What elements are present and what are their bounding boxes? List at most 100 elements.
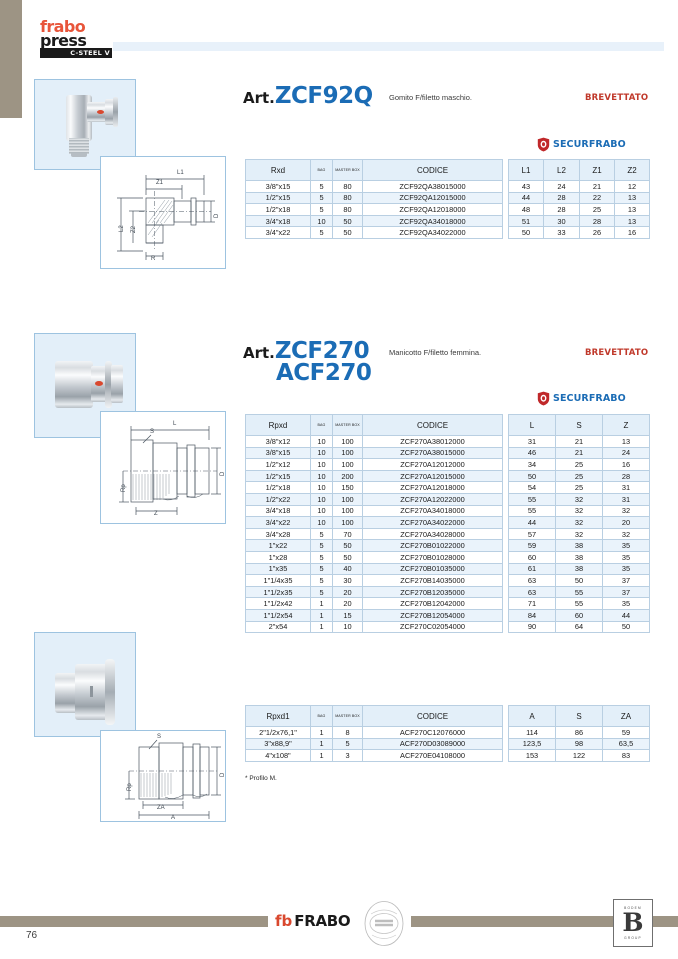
table-cell: 32 bbox=[555, 516, 603, 529]
art-code-zcf92q: ZCF92Q bbox=[274, 83, 373, 109]
table-cell: 25 bbox=[555, 458, 603, 471]
table-cell: 1 bbox=[310, 620, 333, 634]
dim-label-z2: Z2 bbox=[131, 225, 137, 233]
table-cell: 44 bbox=[508, 191, 544, 205]
header-rule bbox=[113, 42, 664, 51]
bgroup-letter: B bbox=[622, 908, 644, 937]
table-cell: 2"1/2x76,1" bbox=[245, 726, 311, 739]
table-cell: 100 bbox=[332, 446, 363, 460]
table-body-2: 3/8"x12 10 100 ZCF270A38012000 31 21 13 3/8"x15… bbox=[245, 435, 650, 634]
table-cell: 10 bbox=[310, 516, 333, 529]
table-cell: 1 bbox=[310, 737, 333, 751]
table-row: 3"x88,9" 1 5 ACF270D03089000 123,5 98 63,5 bbox=[245, 737, 650, 751]
table-cell: ZCF270B01022000 bbox=[362, 539, 503, 552]
dim-label-l: L bbox=[173, 421, 177, 427]
table-body-3: 2"1/2x76,1" 1 8 ACF270C12076000 114 86 59 3"x88… bbox=[245, 726, 650, 762]
table-cell: 50 bbox=[508, 469, 556, 483]
col-header-s: S bbox=[555, 705, 603, 727]
table-row: 1/2"x12 10 100 ZCF270A12012000 34 25 16 bbox=[245, 458, 650, 471]
table-cell: ZCF270A34018000 bbox=[362, 504, 503, 518]
table-row: 3/8"x15 5 80 ZCF92QA38015000 43 24 21 12 bbox=[245, 180, 650, 193]
col-header-codice: CODICE bbox=[362, 705, 503, 727]
table-cell: 2"x54 bbox=[245, 620, 311, 634]
table-cell: 1/2"x15 bbox=[245, 191, 311, 205]
dim-label-s: S bbox=[150, 429, 155, 435]
table-cell: 28 bbox=[602, 469, 650, 483]
table-cell: 10 bbox=[310, 435, 333, 448]
table-cell: 5 bbox=[310, 585, 333, 599]
table-cell: 38 bbox=[555, 539, 603, 552]
table-row: 1/2"x18 5 80 ZCF92QA12018000 48 28 25 13 bbox=[245, 203, 650, 216]
table-cell: 32 bbox=[555, 527, 603, 541]
art-code-zcf270: ZCF270 bbox=[274, 338, 370, 364]
table-cell: ZCF92QA34018000 bbox=[362, 214, 503, 228]
table-cell: 98 bbox=[555, 737, 603, 751]
art-prefix-2: Art. bbox=[243, 344, 275, 362]
table-cell: 100 bbox=[332, 435, 363, 448]
table-row: 1/2"x15 5 80 ZCF92QA12015000 44 28 22 13 bbox=[245, 191, 650, 205]
table-cell: 1 bbox=[310, 749, 333, 762]
bodem-group-logo: BODEM B GROUP bbox=[613, 899, 653, 947]
dim-label-a: A bbox=[171, 815, 176, 821]
table-cell: ZCF270A34022000 bbox=[362, 516, 503, 529]
table-cell: ZCF270B01028000 bbox=[362, 550, 503, 564]
table-cell: 38 bbox=[555, 562, 603, 576]
dim-label-d: D bbox=[220, 772, 226, 777]
table-cell: ZCF270A38015000 bbox=[362, 446, 503, 460]
table-cell: 24 bbox=[543, 180, 580, 193]
col-header-l2: L2 bbox=[543, 159, 580, 181]
table-cell: 31 bbox=[508, 435, 556, 448]
table-cell: ZCF270A12015000 bbox=[362, 469, 503, 483]
page-side-tab bbox=[0, 0, 22, 118]
table-row: 1/2"x18 10 150 ZCF270A12018000 54 25 31 bbox=[245, 481, 650, 494]
table-cell: 10 bbox=[310, 446, 333, 460]
table-cell: 33 bbox=[543, 226, 580, 239]
table-cell: 3/4"x22 bbox=[245, 516, 311, 529]
col-header-rpxd1: Rpxd1 bbox=[245, 705, 311, 727]
footer-logo-mark: fb bbox=[275, 912, 293, 930]
col-header-masterbox: MASTER BOX bbox=[332, 159, 363, 181]
col-spacer bbox=[502, 159, 509, 181]
table-cell: 123,5 bbox=[508, 737, 556, 751]
table-row: 3/4"x18 10 100 ZCF270A34018000 55 32 32 bbox=[245, 504, 650, 518]
table-cell: 59 bbox=[602, 726, 650, 739]
table-row: 1"1/2x54 1 15 ZCF270B12054000 84 60 44 bbox=[245, 608, 650, 622]
table-row: 1"x28 5 50 ZCF270B01028000 60 38 35 bbox=[245, 550, 650, 564]
table-row: 2"x54 1 10 ZCF270C02054000 90 64 50 bbox=[245, 620, 650, 634]
table-cell: 3/4"x18 bbox=[245, 504, 311, 518]
table-row: 1"1/2x35 5 20 ZCF270B12035000 63 55 37 bbox=[245, 585, 650, 599]
table-cell: 28 bbox=[543, 191, 580, 205]
table-cell: ZCF270A34028000 bbox=[362, 527, 503, 541]
table-cell: 32 bbox=[555, 492, 603, 506]
table-cell: 150 bbox=[332, 481, 363, 494]
footer-rule-right bbox=[411, 916, 678, 927]
table-footnote: * Profilo M. bbox=[245, 775, 277, 782]
securfrabo-label-1: SECURFRABO bbox=[553, 139, 626, 150]
table-cell: 3/8"x15 bbox=[245, 180, 311, 193]
table-row: 1"x35 5 40 ZCF270B01035000 61 38 35 bbox=[245, 562, 650, 576]
table-cell: 153 bbox=[508, 749, 556, 762]
table-cell: ZCF270B12035000 bbox=[362, 585, 503, 599]
col-header-a: A bbox=[508, 705, 556, 727]
table-cell: 1/2"x15 bbox=[245, 469, 311, 483]
table-cell: 1"1/2x54 bbox=[245, 608, 311, 622]
table-row: 3/8"x12 10 100 ZCF270A38012000 31 21 13 bbox=[245, 435, 650, 448]
col-header-codice: CODICE bbox=[362, 414, 503, 436]
table-row: 1"1/2x42 1 20 ZCF270B12042000 71 55 35 bbox=[245, 597, 650, 610]
table-cell: 1"1/4x35 bbox=[245, 574, 311, 587]
table-cell: 5 bbox=[310, 191, 333, 205]
table-cell: 44 bbox=[602, 608, 650, 622]
table-cell: 5 bbox=[310, 203, 333, 216]
technical-drawing-acf270: S Rp ZA A D bbox=[100, 730, 226, 822]
table-cell: 16 bbox=[602, 458, 650, 471]
table-row: 3/4"x18 10 50 ZCF92QA34018000 51 30 28 13 bbox=[245, 214, 650, 228]
col-spacer bbox=[502, 414, 509, 436]
table-cell: 86 bbox=[555, 726, 603, 739]
certification-seal-icon bbox=[363, 900, 405, 947]
table-cell: 100 bbox=[332, 492, 363, 506]
dim-label-l2: L2 bbox=[119, 225, 125, 232]
table-cell: 5 bbox=[310, 527, 333, 541]
frabo-press-logo: frabo press C-STEEL V bbox=[40, 19, 112, 58]
table-cell: 26 bbox=[579, 226, 615, 239]
